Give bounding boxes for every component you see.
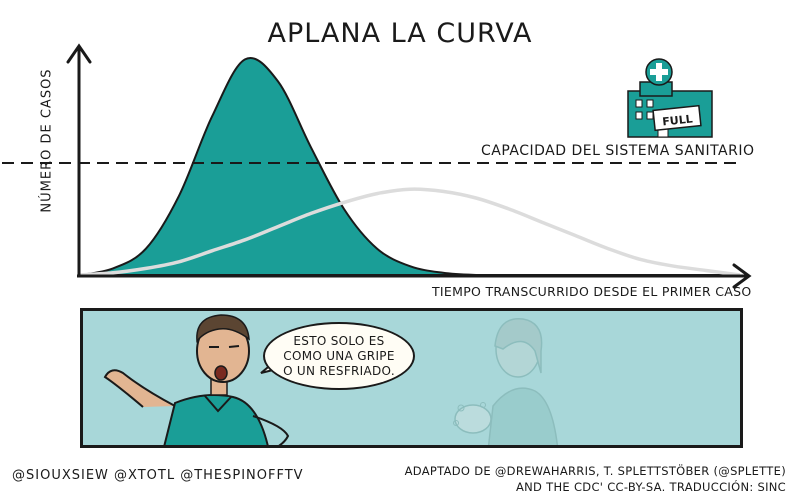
credits-attribution-line1: ADAPTADO DE @DREWAHARRIS, T. SPLETTSTÖBE… xyxy=(404,464,786,478)
credits-attribution-line2: AND THE CDC' CC-BY-SA. TRADUCCIÓN: SINC xyxy=(515,480,786,494)
speech-line-3: O UN RESFRIADO. xyxy=(283,363,395,378)
hospital-icon: FULL xyxy=(627,58,713,138)
man-illustration xyxy=(103,314,290,445)
credits-handles: @SIOUXSIEW @XTOTL @THESPINOFFTV xyxy=(12,468,304,483)
y-axis-arrow xyxy=(66,43,92,64)
capacity-label: CAPACIDAD DEL SISTEMA SANITARIO xyxy=(481,143,755,159)
y-axis-label: NÚMERO DE CASOS xyxy=(39,68,55,213)
speech-line-1: ESTO SOLO ES xyxy=(293,333,385,348)
x-axis-label: TIEMPO TRANSCURRIDO DESDE EL PRIMER CASO xyxy=(432,284,752,299)
x-axis-arrow xyxy=(732,263,752,289)
comic-panel: ESTO SOLO ES COMO UNA GRIPE O UN RESFRIA… xyxy=(80,308,743,448)
hospital-full-sign: FULL xyxy=(662,112,694,128)
credits-attribution: ADAPTADO DE @DREWAHARRIS, T. SPLETTSTÖBE… xyxy=(405,463,786,495)
speech-line-2: COMO UNA GRIPE xyxy=(283,348,395,363)
speech-bubble: ESTO SOLO ES COMO UNA GRIPE O UN RESFRIA… xyxy=(263,322,415,390)
flat-curve-line xyxy=(79,187,741,277)
chart-title: APLANA LA CURVA xyxy=(267,18,533,49)
woman-illustration xyxy=(453,318,559,445)
comic-characters xyxy=(103,314,559,445)
